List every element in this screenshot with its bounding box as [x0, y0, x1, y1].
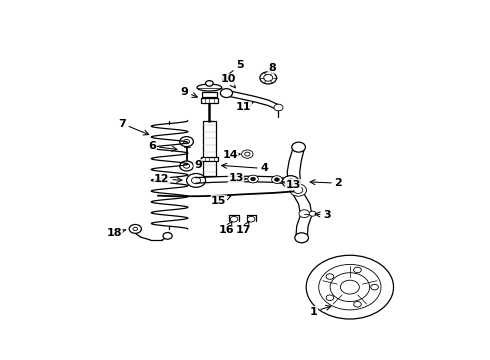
- Circle shape: [354, 302, 361, 307]
- Circle shape: [275, 178, 279, 181]
- Text: 11: 11: [236, 102, 253, 112]
- Circle shape: [180, 161, 194, 171]
- Text: 4: 4: [221, 163, 269, 174]
- Circle shape: [220, 89, 233, 98]
- Circle shape: [309, 211, 316, 216]
- Circle shape: [264, 75, 273, 81]
- Text: 7: 7: [118, 118, 149, 135]
- Circle shape: [294, 187, 303, 193]
- Text: 10: 10: [220, 74, 236, 88]
- Circle shape: [326, 274, 334, 279]
- Text: 6: 6: [148, 141, 177, 151]
- Circle shape: [248, 175, 258, 183]
- Circle shape: [354, 267, 361, 273]
- Circle shape: [242, 150, 253, 158]
- Circle shape: [133, 227, 138, 231]
- Text: 12: 12: [154, 174, 182, 184]
- Circle shape: [230, 216, 238, 222]
- Circle shape: [184, 164, 190, 168]
- Circle shape: [287, 179, 294, 185]
- Text: 16: 16: [219, 222, 234, 235]
- Text: 9: 9: [181, 87, 197, 98]
- Bar: [201, 98, 218, 103]
- Circle shape: [292, 142, 305, 152]
- Text: 14: 14: [222, 150, 240, 159]
- Circle shape: [129, 225, 142, 233]
- Circle shape: [271, 176, 282, 184]
- Text: 15: 15: [211, 195, 231, 206]
- Circle shape: [206, 81, 213, 86]
- Bar: [201, 157, 218, 161]
- Circle shape: [326, 295, 334, 301]
- Text: 1: 1: [310, 305, 331, 316]
- Text: 5: 5: [222, 60, 244, 80]
- Text: 8: 8: [268, 63, 276, 73]
- Ellipse shape: [197, 84, 221, 91]
- Circle shape: [318, 264, 381, 310]
- Circle shape: [247, 216, 255, 222]
- Text: 3: 3: [315, 210, 331, 220]
- Circle shape: [184, 139, 190, 144]
- Text: 2: 2: [310, 178, 343, 188]
- Circle shape: [282, 176, 299, 188]
- Text: 9: 9: [194, 159, 202, 170]
- Circle shape: [330, 273, 369, 302]
- Text: 18: 18: [107, 228, 125, 238]
- Circle shape: [295, 233, 309, 243]
- Text: 17: 17: [236, 222, 251, 235]
- Circle shape: [306, 255, 393, 319]
- Circle shape: [180, 136, 194, 147]
- Text: 13: 13: [228, 174, 247, 184]
- Circle shape: [163, 233, 172, 239]
- Circle shape: [341, 280, 359, 294]
- Text: 13: 13: [283, 180, 300, 190]
- Circle shape: [245, 152, 250, 156]
- Bar: [202, 121, 216, 176]
- Bar: [202, 92, 217, 97]
- Circle shape: [251, 177, 255, 181]
- Circle shape: [260, 72, 276, 84]
- Circle shape: [299, 210, 310, 217]
- Circle shape: [371, 284, 378, 290]
- Circle shape: [187, 174, 206, 187]
- Circle shape: [192, 177, 200, 184]
- Circle shape: [274, 104, 283, 111]
- Circle shape: [290, 184, 307, 196]
